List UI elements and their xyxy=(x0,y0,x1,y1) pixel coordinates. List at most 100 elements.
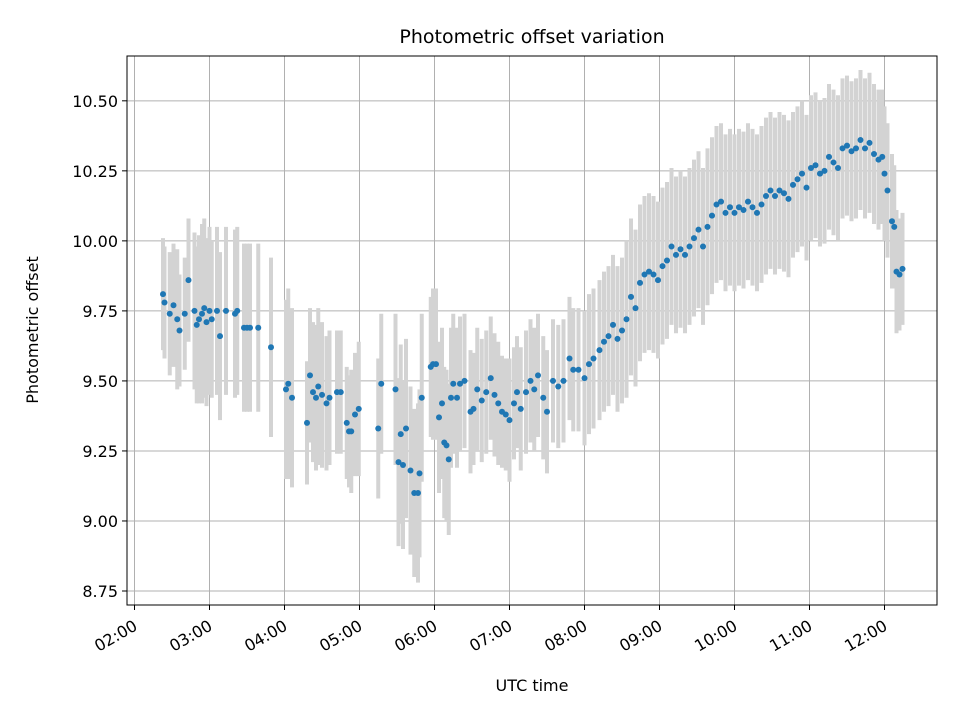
y-tick-label: 10.50 xyxy=(72,92,118,111)
plot-area-frame xyxy=(126,55,938,606)
y-tick-label: 9.50 xyxy=(82,372,118,391)
data-point xyxy=(772,193,778,200)
data-point xyxy=(457,380,463,387)
data-point xyxy=(891,223,898,230)
y-tick-label: 9.75 xyxy=(82,302,118,321)
data-point xyxy=(785,195,792,202)
data-point xyxy=(337,389,344,396)
data-point xyxy=(535,372,541,379)
data-point xyxy=(871,151,877,158)
y-axis-title: Photometric offset xyxy=(23,256,42,404)
data-point xyxy=(433,361,439,368)
data-point xyxy=(590,355,597,362)
data-point xyxy=(722,209,729,216)
data-point xyxy=(749,204,756,211)
data-point xyxy=(664,257,670,264)
data-point xyxy=(555,383,562,390)
data-point xyxy=(731,209,738,216)
data-point xyxy=(650,271,657,278)
data-point xyxy=(677,246,684,253)
data-point xyxy=(808,165,814,172)
data-point xyxy=(487,375,494,382)
data-point xyxy=(700,243,706,250)
data-point xyxy=(403,425,409,432)
data-point xyxy=(632,305,639,312)
data-point xyxy=(812,162,819,169)
data-point xyxy=(754,209,760,216)
data-point xyxy=(445,456,452,463)
data-point xyxy=(352,411,358,418)
data-point xyxy=(443,442,450,449)
data-point xyxy=(502,411,509,418)
data-point xyxy=(758,201,765,208)
data-point xyxy=(343,419,350,426)
data-point xyxy=(830,159,837,166)
data-point xyxy=(511,400,517,407)
data-point xyxy=(550,377,556,384)
data-point xyxy=(776,187,783,194)
data-point xyxy=(575,366,582,373)
data-point xyxy=(531,386,538,393)
data-point xyxy=(641,271,648,278)
data-point xyxy=(304,419,310,426)
y-axis-ticks: 8.75 9.00 9.25 9.50 9.75 10.00 10.25 10.50 xyxy=(72,92,127,601)
data-point xyxy=(686,243,693,250)
data-point xyxy=(397,431,404,438)
data-point xyxy=(310,389,316,396)
data-point xyxy=(544,408,550,415)
data-point xyxy=(375,425,382,432)
data-point xyxy=(803,184,810,191)
data-point xyxy=(673,251,679,258)
data-point xyxy=(581,375,588,382)
data-point xyxy=(605,333,612,340)
data-point xyxy=(214,307,220,314)
data-point xyxy=(208,316,215,323)
data-point xyxy=(879,153,886,160)
data-point xyxy=(174,316,181,323)
data-point xyxy=(862,145,868,152)
data-point xyxy=(659,263,666,270)
data-point xyxy=(614,335,621,342)
data-point xyxy=(483,389,490,396)
data-point xyxy=(821,167,828,174)
data-point xyxy=(418,394,425,401)
data-point xyxy=(517,405,524,412)
data-point xyxy=(217,333,223,340)
data-point xyxy=(506,417,513,424)
data-point xyxy=(478,397,485,404)
data-point xyxy=(255,324,262,331)
data-point xyxy=(691,235,697,242)
data-point xyxy=(736,204,742,211)
data-point xyxy=(454,394,460,401)
data-point xyxy=(682,251,688,258)
data-point xyxy=(323,400,330,407)
data-point xyxy=(392,386,399,393)
data-point xyxy=(450,380,457,387)
data-point xyxy=(570,366,577,373)
data-point xyxy=(889,218,895,225)
data-point xyxy=(619,327,625,334)
data-point xyxy=(655,277,661,284)
data-point xyxy=(713,201,720,208)
data-point xyxy=(844,142,850,149)
data-point xyxy=(586,361,592,368)
data-point xyxy=(601,338,607,345)
data-point xyxy=(160,291,166,298)
data-point xyxy=(355,405,362,412)
data-point xyxy=(415,489,421,496)
data-point xyxy=(790,181,796,188)
data-point xyxy=(416,470,423,477)
data-point xyxy=(185,277,192,284)
data-point xyxy=(206,307,213,314)
data-point xyxy=(560,377,567,384)
data-point xyxy=(794,176,801,183)
data-point xyxy=(740,207,747,214)
data-point xyxy=(646,268,652,275)
data-point xyxy=(378,380,385,387)
data-point xyxy=(307,372,313,379)
data-point xyxy=(709,212,715,219)
data-point xyxy=(470,405,477,412)
data-point xyxy=(203,319,210,326)
data-point xyxy=(439,400,445,407)
